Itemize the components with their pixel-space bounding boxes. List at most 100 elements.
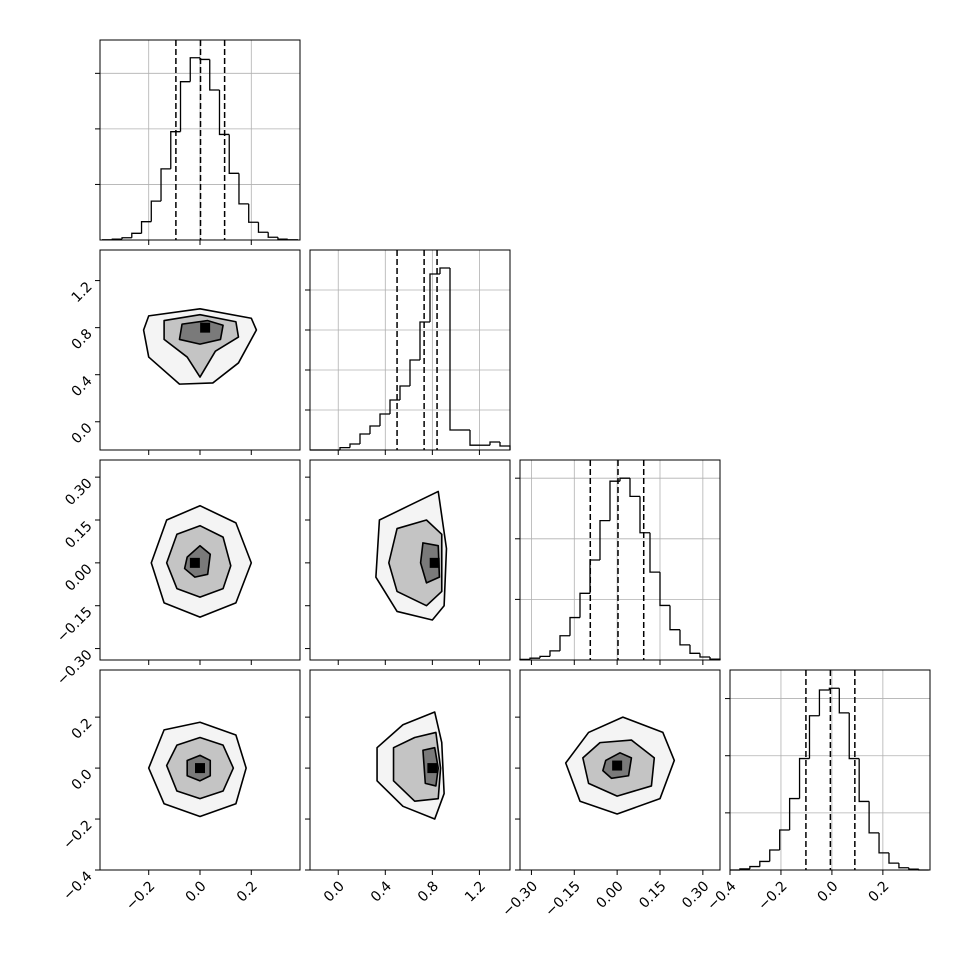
panel-frame (309, 249, 511, 451)
y-tick-label: 0.00 (62, 561, 95, 594)
hist-bin (449, 268, 460, 431)
hist-bin (759, 860, 770, 867)
hist-bin (131, 232, 142, 238)
x-tick-label: −0.2 (755, 878, 790, 913)
hist-bin (549, 650, 560, 657)
hist-bin (189, 57, 200, 82)
hist-bin (798, 757, 810, 799)
y-tick-label: 0.15 (62, 518, 95, 551)
panel-frame (729, 669, 931, 871)
x-tick-label: −0.15 (542, 878, 584, 920)
hist-bin (878, 832, 889, 854)
hist-bin (218, 90, 230, 136)
hist-bin (419, 321, 430, 360)
panel-frame (519, 669, 721, 871)
hist-bin (150, 200, 162, 222)
y-tick-label: −0.15 (54, 604, 96, 646)
x-tick-label: 0.15 (636, 878, 669, 911)
y-tick-label: −0.4 (60, 868, 95, 903)
y-tick-label: 0.0 (69, 420, 96, 447)
hist-bin (788, 797, 800, 830)
hist-bin (409, 359, 420, 386)
x-tick-label: −0.2 (123, 878, 158, 913)
density-peak (612, 760, 623, 771)
hist-bin (808, 715, 820, 759)
hist-bin (828, 687, 840, 690)
panel-frame (309, 669, 511, 871)
y-tick-label: 1.2 (69, 279, 96, 306)
density-peak (429, 557, 440, 568)
hist-bin (160, 168, 171, 202)
hist-bin (257, 222, 269, 233)
hist-bin (349, 443, 360, 448)
hist-bin (199, 57, 210, 61)
x-tick-label: 0.0 (815, 878, 842, 905)
hist-bin (389, 399, 400, 414)
hist-bin (179, 81, 191, 132)
y-tick-label: 0.8 (69, 326, 96, 353)
hist-bin (267, 232, 278, 238)
hist-bin (858, 758, 870, 803)
hist-bin (629, 478, 640, 498)
density-peak (200, 322, 211, 333)
hist-bin (469, 430, 480, 446)
hist-bin (121, 237, 132, 240)
hist-bin (779, 829, 790, 850)
hist-bin (170, 131, 181, 169)
hist-bin (749, 865, 760, 869)
hist-bin (399, 385, 410, 400)
hist-bin (888, 852, 899, 864)
hist-bin (569, 616, 580, 636)
hist-bin (868, 801, 880, 834)
hist-bin (599, 519, 610, 560)
x-tick-label: 0.8 (415, 878, 442, 905)
hist-bin (248, 203, 259, 223)
contour (388, 519, 443, 607)
hist-bin (769, 849, 780, 862)
hist-bin (529, 657, 540, 660)
x-tick-label: 0.2 (234, 878, 261, 905)
hist-bin (379, 413, 390, 426)
hist-bin (238, 173, 249, 205)
x-tick-label: 0.00 (593, 878, 626, 911)
hist-bin (429, 273, 440, 322)
hist-bin (579, 592, 590, 618)
hist-bin (228, 134, 239, 174)
panel-frame (519, 459, 721, 661)
y-tick-label: 0.4 (69, 373, 96, 400)
x-tick-label: −0.4 (704, 878, 739, 913)
hist-bin (499, 442, 511, 450)
hist-bin (140, 221, 152, 234)
x-tick-label: 0.2 (865, 878, 892, 905)
hist-bin (679, 629, 690, 646)
hist-bin (908, 867, 919, 870)
hist-bin (639, 496, 650, 534)
panel-frame (309, 459, 511, 661)
hist-bin (838, 688, 850, 714)
hist-bin (589, 559, 600, 594)
density-peak (427, 763, 438, 774)
hist-bin (209, 59, 220, 91)
y-tick-label: −0.2 (60, 817, 95, 852)
y-tick-label: 0.2 (69, 715, 96, 742)
y-tick-label: 0.30 (62, 475, 95, 508)
hist-bin (539, 655, 550, 659)
hist-bin (559, 635, 570, 651)
hist-bin (359, 433, 370, 444)
hist-bin (699, 653, 710, 658)
x-tick-label: 0.4 (368, 878, 395, 905)
hist-bin (277, 237, 288, 240)
hist-bin (848, 712, 860, 760)
hist-bin (609, 480, 620, 521)
hist-bin (489, 441, 500, 446)
hist-bin (339, 446, 350, 450)
density-peak (189, 557, 200, 568)
y-tick-label: 0.0 (69, 766, 96, 793)
y-tick-label: −0.30 (54, 647, 96, 689)
hist-bin (439, 267, 450, 274)
hist-bin (659, 572, 670, 607)
hist-bin (818, 689, 830, 716)
x-tick-label: 1.2 (462, 878, 489, 905)
hist-bin (689, 644, 700, 654)
